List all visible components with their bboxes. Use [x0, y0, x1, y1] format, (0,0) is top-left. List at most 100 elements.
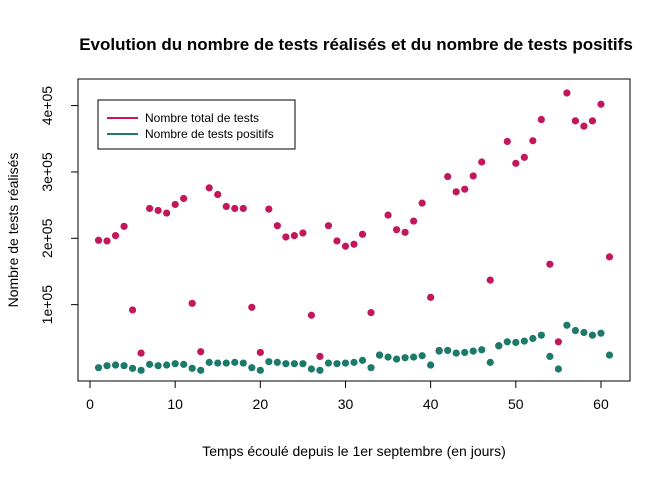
point-total-tests	[154, 206, 162, 215]
point-total-tests	[214, 190, 222, 199]
point-total-tests	[265, 205, 273, 213]
point-total-tests	[256, 348, 264, 357]
point-positive-tests	[367, 364, 375, 372]
point-total-tests	[290, 232, 298, 240]
point-positive-tests	[452, 349, 460, 357]
point-total-tests	[461, 185, 469, 193]
point-positive-tests	[375, 351, 384, 359]
point-total-tests	[605, 253, 614, 261]
point-positive-tests	[222, 359, 230, 367]
point-positive-tests	[111, 361, 120, 369]
point-positive-tests	[392, 355, 401, 363]
legend-label-positifs: Nombre de tests positifs	[145, 127, 274, 141]
point-total-tests	[418, 199, 426, 207]
point-positive-tests	[495, 342, 503, 350]
point-total-tests	[273, 222, 281, 230]
point-positive-tests	[265, 358, 273, 366]
point-positive-tests	[128, 364, 137, 372]
point-total-tests	[529, 137, 537, 145]
point-total-tests	[248, 303, 256, 311]
point-positive-tests	[163, 361, 171, 369]
point-total-tests	[427, 293, 435, 301]
point-total-tests	[282, 233, 290, 241]
point-positive-tests	[512, 338, 520, 347]
point-total-tests	[597, 100, 605, 108]
y-axis: 1e+05 2e+05 3e+05 4e+05	[39, 86, 79, 324]
x-axis: 0 10 20 30 40 50 60	[86, 380, 609, 412]
point-positive-tests	[529, 334, 537, 343]
point-positive-tests	[435, 347, 443, 355]
point-total-tests	[324, 222, 333, 230]
point-total-tests	[392, 226, 401, 234]
point-total-tests	[120, 222, 128, 230]
point-total-tests	[146, 204, 154, 213]
y-tick-label: 3e+05	[39, 152, 55, 192]
point-total-tests	[588, 117, 597, 125]
point-total-tests	[350, 240, 358, 248]
point-positive-tests	[563, 321, 571, 329]
x-tick-label: 40	[423, 396, 439, 412]
point-total-tests	[537, 115, 545, 124]
point-positive-tests	[94, 364, 103, 372]
point-total-tests	[571, 117, 580, 125]
point-positive-tests	[520, 337, 528, 345]
legend-label-total: Nombre total de tests	[145, 111, 259, 125]
point-total-tests	[410, 217, 418, 225]
point-positive-tests	[188, 364, 196, 372]
point-total-tests	[452, 188, 460, 196]
point-positive-tests	[580, 328, 588, 337]
point-positive-tests	[103, 362, 111, 370]
point-positive-tests	[282, 360, 290, 368]
point-positive-tests	[299, 360, 307, 368]
point-positive-tests	[588, 331, 597, 339]
point-positive-tests	[307, 365, 316, 373]
x-tick-label: 60	[593, 396, 609, 412]
point-positive-tests	[384, 353, 392, 361]
point-total-tests	[307, 311, 316, 319]
point-positive-tests	[324, 359, 333, 367]
point-positive-tests	[341, 359, 350, 367]
x-tick-label: 10	[167, 396, 183, 412]
point-positive-tests	[503, 338, 511, 346]
x-axis-label: Temps écoulé depuis le 1er septembre (en…	[202, 443, 506, 459]
point-total-tests	[401, 228, 409, 236]
point-positive-tests	[358, 356, 367, 364]
point-total-tests	[563, 89, 571, 97]
point-total-tests	[128, 306, 137, 314]
point-total-tests	[580, 122, 588, 130]
point-positive-tests	[154, 362, 162, 370]
point-positive-tests	[605, 351, 614, 359]
point-total-tests	[384, 211, 392, 219]
point-total-tests	[358, 230, 367, 238]
point-positive-tests	[571, 326, 580, 335]
point-positive-tests	[239, 359, 247, 367]
point-positive-tests	[290, 360, 298, 368]
point-total-tests	[333, 237, 341, 245]
point-total-tests	[188, 299, 196, 307]
point-total-tests	[520, 153, 528, 161]
point-positive-tests	[537, 331, 545, 339]
point-positive-tests	[120, 362, 128, 370]
point-total-tests	[239, 204, 247, 213]
point-total-tests	[163, 209, 171, 217]
point-positive-tests	[205, 358, 213, 366]
point-positive-tests	[248, 364, 256, 372]
point-positive-tests	[146, 360, 154, 368]
point-positive-tests	[461, 348, 469, 357]
y-tick-label: 2e+05	[39, 218, 55, 258]
point-total-tests	[180, 194, 188, 203]
point-total-tests	[444, 172, 452, 181]
point-positive-tests	[486, 358, 494, 366]
point-positive-tests	[427, 361, 435, 369]
point-total-tests	[486, 276, 494, 284]
point-total-tests	[197, 348, 205, 356]
point-positive-tests	[171, 360, 179, 368]
point-total-tests	[222, 202, 230, 211]
point-positive-tests	[546, 352, 554, 361]
point-positive-tests	[478, 346, 486, 354]
point-positive-tests	[444, 346, 452, 355]
point-positive-tests	[137, 366, 145, 374]
point-total-tests	[341, 242, 350, 250]
point-total-tests	[103, 237, 111, 245]
point-total-tests	[137, 349, 145, 357]
